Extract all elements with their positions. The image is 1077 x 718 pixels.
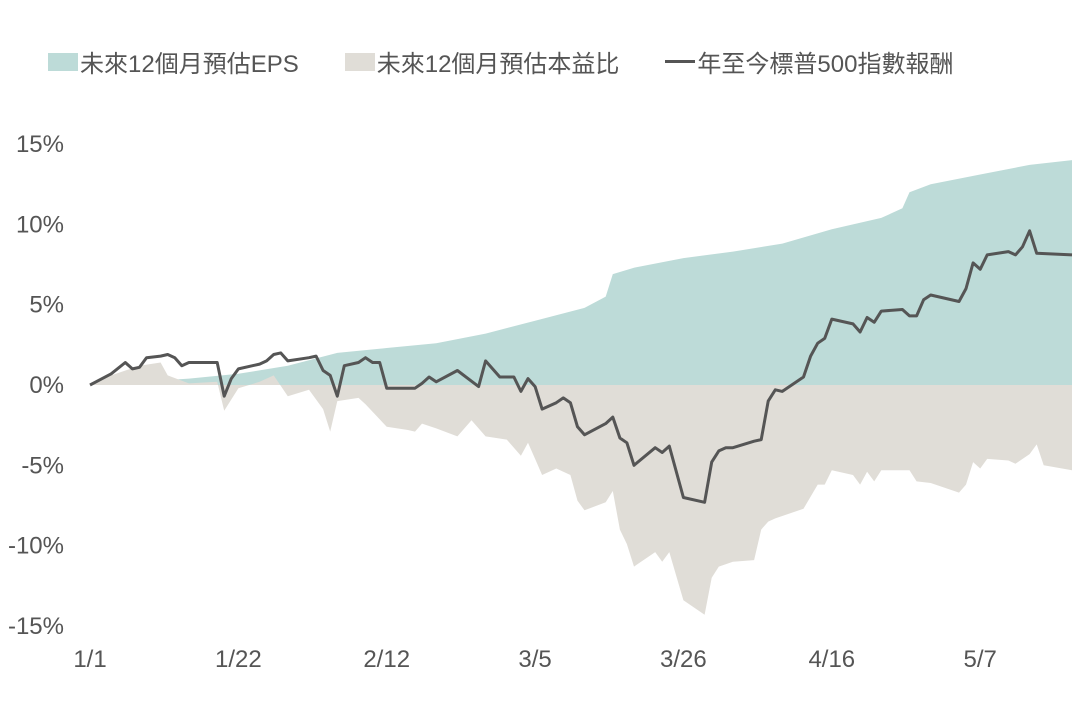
- series-line-sp500: [89, 229, 1073, 504]
- x-tick-label: 3/5: [518, 646, 551, 673]
- y-tick-label: -10%: [8, 533, 64, 560]
- x-tick-label: 4/16: [808, 646, 855, 673]
- chart-legend: 未來12個月預估EPS 未來12個月預估本益比 年至今標普500指數報酬: [48, 44, 999, 79]
- y-tick-label: 15%: [16, 131, 64, 158]
- legend-label-sp500: 年至今標普500指數報酬: [697, 51, 954, 78]
- legend-swatch-sp500: [665, 60, 696, 63]
- legend-item-sp500: 年至今標普500指數報酬: [665, 44, 953, 79]
- legend-swatch-eps: [48, 52, 78, 71]
- x-tick-label: 3/26: [660, 646, 707, 673]
- legend-item-pe: 未來12個月預估本益比: [344, 44, 620, 79]
- series-area-eps: [90, 160, 1072, 385]
- x-tick-label: 1/1: [73, 646, 106, 673]
- legend-label-eps: 未來12個月預估EPS: [80, 51, 299, 78]
- x-tick-label: 2/12: [363, 646, 410, 673]
- x-tick-label: 5/7: [964, 646, 997, 673]
- series-area-pe: [90, 362, 1072, 615]
- x-tick-label: 1/22: [215, 646, 262, 673]
- y-tick-label: -15%: [8, 613, 64, 640]
- legend-item-eps: 未來12個月預估EPS: [48, 44, 299, 79]
- y-tick-label: 0%: [29, 372, 64, 399]
- y-tick-label: 5%: [29, 292, 64, 319]
- legend-swatch-pe: [344, 52, 375, 71]
- legend-label-pe: 未來12個月預估本益比: [376, 51, 620, 78]
- y-tick-label: -5%: [21, 452, 64, 479]
- y-tick-label: 10%: [16, 211, 64, 238]
